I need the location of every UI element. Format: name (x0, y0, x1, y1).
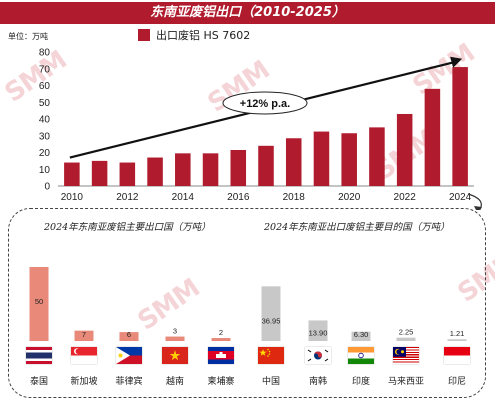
bar (424, 88, 441, 186)
detail-bar-value-label: 2 (219, 328, 223, 337)
south-korea-flag-icon (305, 347, 331, 364)
bar (202, 153, 219, 186)
detail-bar (396, 337, 416, 341)
unit-label: 单位：万吨 (8, 32, 48, 41)
detail-bar-value-label: 2.25 (399, 328, 414, 337)
vietnam-flag-icon (162, 347, 188, 364)
detail-bar (308, 320, 328, 341)
y-tick-label: 80 (39, 48, 51, 59)
detail-bar-value-label: 7 (82, 330, 86, 339)
bar (119, 162, 136, 186)
y-tick-label: 70 (39, 64, 51, 75)
x-tick-label: 2010 (61, 192, 84, 203)
y-tick-label: 20 (39, 148, 51, 159)
legend-swatch (138, 29, 150, 41)
category-label: 中国 (261, 377, 280, 387)
detail-panel (8, 208, 486, 398)
y-tick-label: 50 (39, 98, 51, 109)
china-flag-icon (258, 347, 284, 364)
detail-bar (211, 338, 231, 341)
detail-bar (74, 330, 94, 341)
connector-arrow (467, 193, 482, 210)
india-flag-icon (348, 347, 374, 364)
detail-bar (447, 339, 467, 341)
category-label: 新加坡 (70, 377, 98, 387)
detail-bar (165, 336, 185, 341)
singapore-flag-icon (71, 347, 97, 364)
legend-label: 出口废铝 HS 7602 (156, 29, 251, 42)
trend-arrow-head (450, 56, 463, 68)
detail-bar-value-label: 13.90 (309, 328, 328, 337)
bar (369, 127, 385, 186)
y-tick-label: 40 (39, 115, 51, 126)
detail-bar-value-label: 6.30 (354, 330, 369, 339)
bar (313, 131, 330, 186)
detail-bar-value-label: 3 (173, 327, 177, 336)
bar (175, 153, 191, 186)
bar (258, 145, 274, 186)
bar (396, 113, 413, 186)
exporters-title: 2024年东南亚废铝主要出口国（万吨） (44, 222, 211, 233)
detail-bar-value-label: 6 (127, 330, 131, 339)
category-label: 印度 (351, 377, 370, 387)
y-tick-label: 60 (39, 81, 51, 92)
growth-label: +12% p.a. (240, 98, 290, 110)
bar (147, 157, 163, 186)
category-label: 菲律宾 (115, 377, 143, 387)
chart-title: 东南亚废铝出口（2010-2025） (0, 2, 495, 24)
legend: 出口废铝 HS 7602 (138, 27, 250, 43)
bar (285, 138, 302, 186)
detail-bar-value-label: 50 (35, 297, 43, 306)
bar (91, 160, 108, 186)
detail-bar-value-label: 1.21 (450, 329, 465, 338)
category-label: 越南 (165, 377, 184, 387)
connector-arrow-head (474, 206, 482, 210)
philippines-flag-icon (116, 347, 142, 364)
category-label: 南韩 (308, 377, 327, 387)
x-tick-label: 2018 (283, 192, 306, 203)
detail-bar-value-label: 36.95 (262, 316, 281, 325)
bar (341, 133, 357, 186)
malaysia-flag-icon (393, 347, 419, 364)
bar (230, 149, 247, 186)
x-tick-label: 2016 (227, 192, 250, 203)
growth-bubble (222, 91, 308, 115)
detail-bar (119, 332, 139, 341)
detail-bar (261, 286, 281, 341)
category-label: 印尼 (447, 377, 466, 387)
cambodia-flag-icon (208, 347, 234, 364)
x-tick-label: 2014 (172, 192, 195, 203)
thailand-flag-icon (26, 347, 52, 364)
y-tick-label: 0 (44, 182, 50, 193)
x-tick-label: 2012 (116, 192, 139, 203)
x-tick-label: 2020 (338, 192, 361, 203)
x-tick-label: 2024 (449, 192, 472, 203)
detail-bar (29, 267, 49, 341)
category-label: 泰国 (29, 377, 48, 387)
bar (64, 162, 80, 186)
x-tick-label: 2022 (394, 192, 417, 203)
category-label: 柬埔寨 (207, 377, 235, 387)
destinations-title: 2024年东南亚出口废铝主要目的国（万吨） (264, 222, 450, 233)
main-bar-chart: 0 10 20 30 40 50 60 70 80 2010 2012 2014 2016 2018 202… (39, 48, 482, 210)
indonesia-flag-icon (444, 347, 470, 364)
y-tick-label: 10 (39, 165, 51, 176)
bar (452, 67, 468, 186)
detail-bar (351, 331, 371, 341)
y-tick-label: 30 (39, 131, 51, 142)
category-label: 马来西亚 (387, 377, 424, 387)
